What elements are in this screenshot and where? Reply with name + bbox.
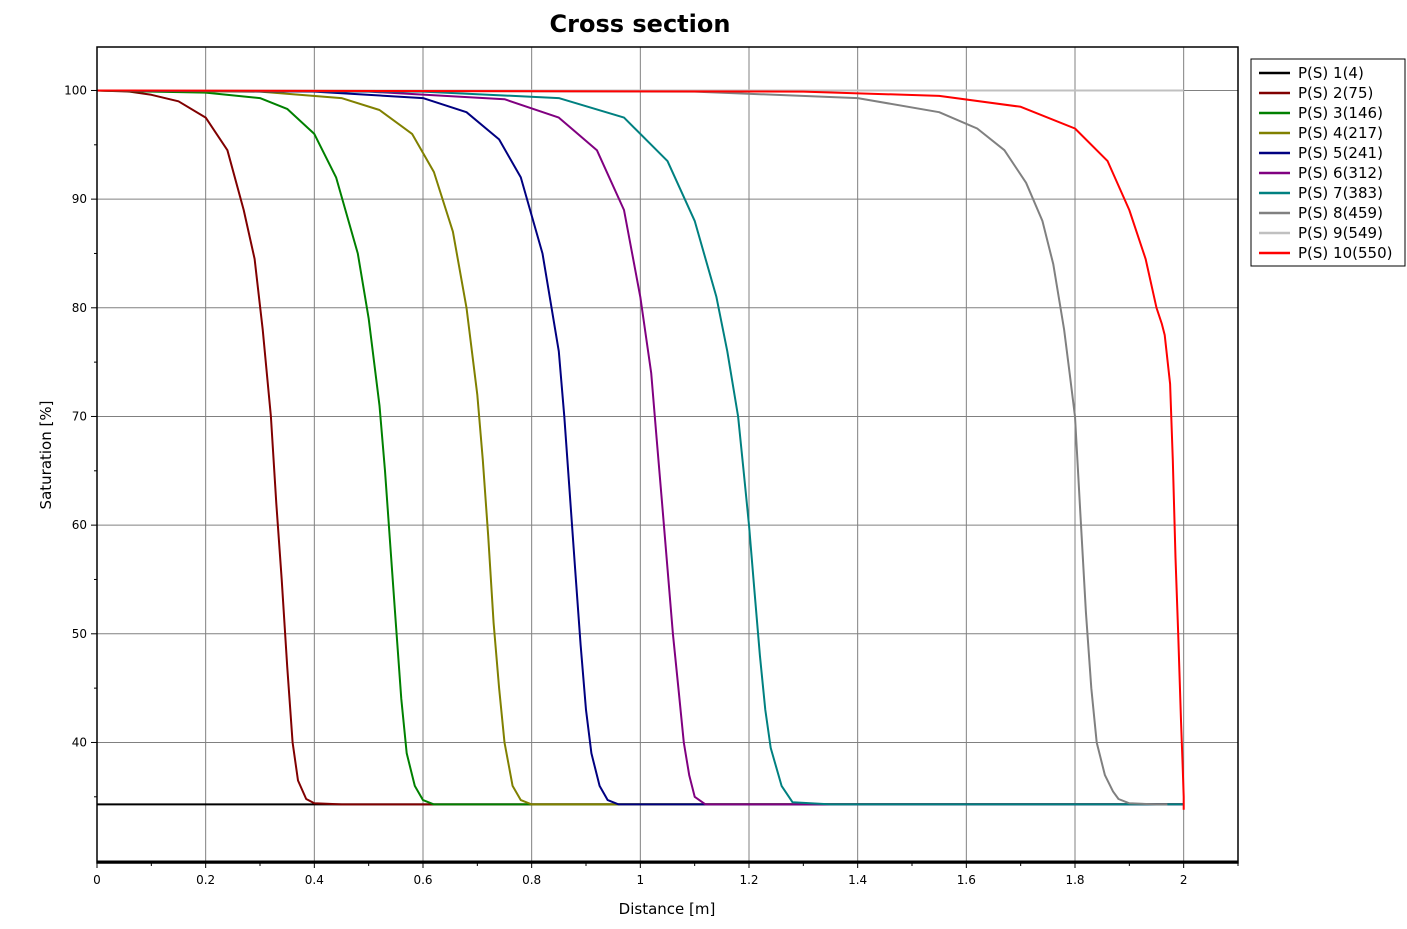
- y-tick-label: 50: [72, 627, 87, 641]
- legend-label-6: P(S) 6(312): [1298, 164, 1383, 182]
- y-tick-label: 80: [72, 301, 87, 315]
- legend-label-10: P(S) 10(550): [1298, 244, 1392, 262]
- grid-lines: [97, 47, 1238, 862]
- series-line-8: [96, 89, 1168, 806]
- series-line-6: [96, 89, 1184, 806]
- x-tick-label: 0.6: [413, 873, 432, 887]
- legend: P(S) 1(4) P(S) 2(75) P(S) 3(146) P(S) 4(217…: [1250, 58, 1406, 267]
- x-tick-label: 0.2: [196, 873, 215, 887]
- legend-label-1: P(S) 1(4): [1298, 64, 1364, 82]
- legend-label-2: P(S) 2(75): [1298, 84, 1373, 102]
- x-tick-label: 1.8: [1065, 873, 1084, 887]
- x-tick-label: 0.8: [522, 873, 541, 887]
- x-tick-label: 0.4: [305, 873, 324, 887]
- legend-label-9: P(S) 9(549): [1298, 224, 1383, 242]
- y-axis-ticks: 40 50 60 70 80 90 100: [64, 83, 97, 798]
- x-tick-label: 1: [637, 873, 645, 887]
- y-tick-label: 60: [72, 518, 87, 532]
- x-axis-label: Distance [m]: [619, 900, 716, 918]
- legend-items: P(S) 1(4) P(S) 2(75) P(S) 3(146) P(S) 4(217…: [1259, 64, 1392, 262]
- legend-label-5: P(S) 5(241): [1298, 144, 1383, 162]
- x-tick-label: 1.6: [957, 873, 976, 887]
- x-tick-label: 1.4: [848, 873, 867, 887]
- y-tick-label: 100: [64, 83, 87, 97]
- legend-label-8: P(S) 8(459): [1298, 204, 1383, 222]
- y-axis-label: Saturation [%]: [37, 401, 55, 510]
- x-axis-ticks: 0 0.2 0.4 0.6 0.8 1 1.2 1.4 1.6 1.8 2: [93, 862, 1239, 887]
- series-line-5: [96, 89, 1184, 806]
- x-tick-label: 0: [93, 873, 101, 887]
- chart-title: Cross section: [550, 10, 731, 38]
- series-line-7: [96, 89, 1184, 806]
- y-tick-label: 70: [72, 409, 87, 423]
- series-lines: [96, 89, 1185, 810]
- x-tick-label: 1.2: [739, 873, 758, 887]
- series-line-4: [96, 89, 1184, 806]
- legend-label-7: P(S) 7(383): [1298, 184, 1383, 202]
- x-tick-label: 2: [1180, 873, 1188, 887]
- plot-area-frame: [96, 46, 1239, 864]
- series-line-2: [96, 89, 1184, 806]
- y-tick-label: 40: [72, 735, 87, 749]
- series-line-3: [96, 89, 1184, 806]
- series-line-10: [96, 89, 1185, 810]
- legend-label-3: P(S) 3(146): [1298, 104, 1383, 122]
- legend-label-4: P(S) 4(217): [1298, 124, 1383, 142]
- y-tick-label: 90: [72, 192, 87, 206]
